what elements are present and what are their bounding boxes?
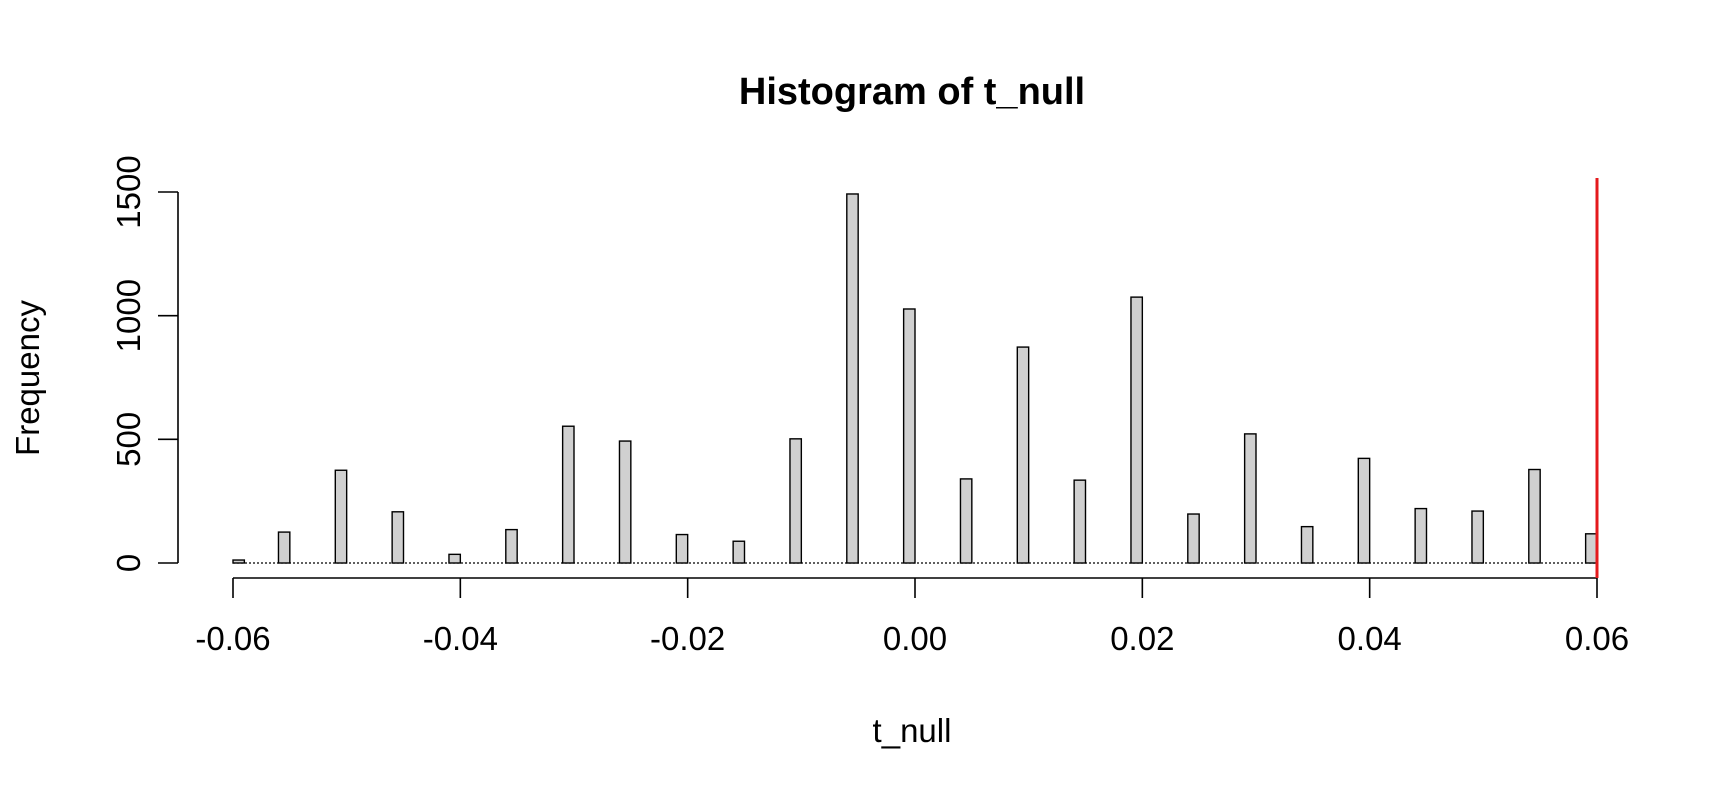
histogram-bar — [959, 478, 973, 564]
histogram-bar — [789, 438, 803, 564]
y-tick-label: 1000 — [110, 279, 147, 352]
y-axis: 0 500 1000 1500 — [110, 155, 179, 572]
histogram-bar — [232, 559, 246, 564]
x-axis: -0.06 -0.04 -0.02 0.00 0.02 0.04 0.06 — [195, 577, 1629, 657]
histogram-bar — [1300, 525, 1314, 564]
histogram-bars — [232, 193, 1598, 564]
y-axis-label: Frequency — [9, 300, 46, 456]
histogram-bar — [1073, 479, 1087, 564]
histogram-bar — [448, 553, 462, 564]
histogram-bar — [1016, 346, 1030, 564]
histogram-bar — [902, 308, 916, 564]
x-tick-label: -0.06 — [195, 620, 270, 657]
histogram-bar — [391, 511, 405, 564]
histogram-bar — [1528, 468, 1541, 564]
histogram-bar — [1414, 507, 1428, 564]
histogram-bar — [334, 469, 348, 564]
histogram-bar — [561, 425, 575, 564]
histogram-bar — [1357, 457, 1371, 564]
x-tick-label: 0.04 — [1338, 620, 1402, 657]
histogram-bar — [846, 193, 859, 564]
histogram-bar — [505, 528, 518, 564]
histogram-bar — [1471, 510, 1485, 564]
x-tick-label: 0.06 — [1565, 620, 1629, 657]
x-tick-label: -0.04 — [423, 620, 498, 657]
histogram-bar — [1130, 296, 1144, 564]
chart-title: Histogram of t_null — [739, 71, 1085, 113]
x-tick-label: 0.00 — [883, 620, 947, 657]
x-tick-label: -0.02 — [650, 620, 725, 657]
x-axis-label: t_null — [873, 712, 952, 749]
histogram-bar — [732, 540, 746, 564]
histogram-bar — [618, 440, 632, 564]
histogram-bar — [1243, 433, 1257, 564]
y-tick-label: 0 — [110, 554, 147, 572]
y-tick-label: 500 — [110, 412, 147, 467]
x-tick-label: 0.02 — [1110, 620, 1174, 657]
y-tick-label: 1500 — [110, 155, 147, 228]
histogram-bar — [675, 533, 689, 564]
histogram-bar — [1584, 533, 1598, 564]
histogram-bar — [277, 531, 291, 564]
histogram-bar — [1187, 513, 1200, 564]
